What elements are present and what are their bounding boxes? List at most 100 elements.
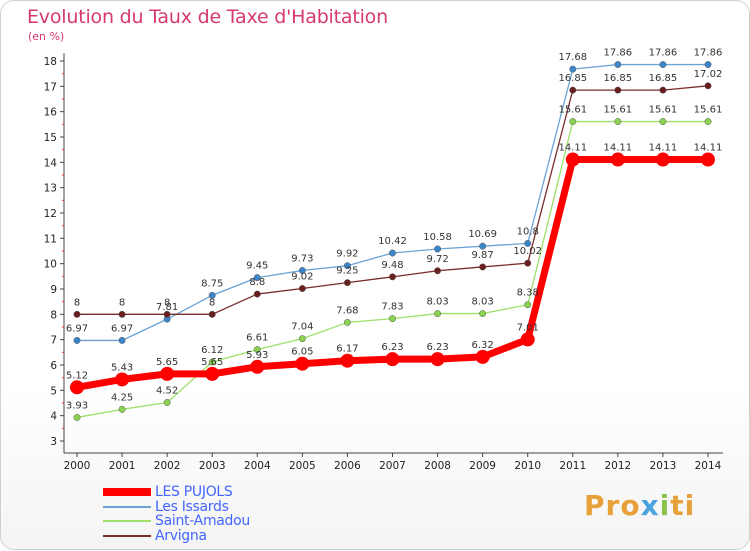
data-point <box>118 336 126 344</box>
data-point <box>205 366 220 381</box>
y-tick-label: 3 <box>50 436 57 448</box>
data-point <box>479 242 487 250</box>
data-point <box>340 353 355 368</box>
y-tick-label: 13 <box>44 183 57 195</box>
data-label: 7.68 <box>336 305 358 316</box>
data-label: 6.05 <box>291 347 313 358</box>
x-tick-label: 2014 <box>695 460 722 472</box>
x-tick-label: 2006 <box>334 460 361 472</box>
data-label: 6.23 <box>381 342 403 353</box>
data-point <box>160 366 175 381</box>
data-label: 6.97 <box>66 323 88 334</box>
data-label: 10.42 <box>378 236 407 247</box>
data-point <box>253 274 261 282</box>
data-label: 7.81 <box>156 302 178 313</box>
data-label: 5.65 <box>156 357 178 368</box>
x-tick-label: 2008 <box>424 460 451 472</box>
legend-swatch <box>103 488 151 497</box>
data-label: 5.65 <box>201 357 223 368</box>
data-label: 7.01 <box>517 322 539 333</box>
data-label: 8 <box>119 297 125 308</box>
data-label: 9.25 <box>336 266 358 277</box>
data-point <box>118 405 126 413</box>
x-tick-label: 2001 <box>109 460 136 472</box>
y-tick-label: 9 <box>50 284 57 296</box>
data-label: 9.02 <box>291 271 313 282</box>
data-label: 9.87 <box>472 250 494 261</box>
legend-item: Saint-Amadou <box>103 513 363 529</box>
data-point <box>163 310 171 318</box>
data-point <box>434 267 442 275</box>
data-point <box>659 118 667 125</box>
data-label: 14.11 <box>649 143 678 154</box>
legend-item: Arvigna <box>103 527 363 544</box>
data-label: 15.61 <box>694 105 723 116</box>
legend-label: Arvigna <box>155 527 207 544</box>
data-label: 16.85 <box>604 73 633 84</box>
data-point <box>250 359 265 374</box>
data-point <box>704 61 712 68</box>
data-point <box>118 310 126 318</box>
data-point <box>163 399 171 406</box>
x-tick-label: 2004 <box>244 460 271 472</box>
data-label: 4.25 <box>111 392 133 403</box>
legend-label: LES PUJOLS <box>155 484 233 500</box>
x-tick-label: 2003 <box>199 460 226 472</box>
data-label: 3.93 <box>66 400 88 411</box>
data-label: 8 <box>209 297 215 308</box>
x-tick-label: 2009 <box>469 460 496 472</box>
data-point <box>73 413 81 421</box>
data-label: 7.83 <box>381 302 403 313</box>
x-tick-label: 2000 <box>64 460 91 472</box>
y-tick-label: 11 <box>44 233 57 245</box>
data-point <box>565 152 580 167</box>
data-point <box>430 352 445 367</box>
x-tick-label: 2013 <box>650 460 677 472</box>
data-point <box>295 356 310 371</box>
y-tick-label: 4 <box>50 411 57 423</box>
data-label: 8 <box>164 297 170 308</box>
x-tick-label: 2005 <box>289 460 316 472</box>
data-label: 9.92 <box>336 249 358 260</box>
data-point <box>389 315 396 323</box>
data-label: 5.93 <box>246 350 268 361</box>
brand-part-2: x <box>640 489 660 522</box>
data-label: 10.69 <box>468 229 497 240</box>
data-point <box>73 336 81 344</box>
data-point <box>520 332 535 347</box>
data-label: 4.52 <box>156 385 178 396</box>
data-label: 17.68 <box>558 52 587 63</box>
data-label: 6.23 <box>426 342 448 353</box>
y-tick-label: 6 <box>50 360 57 372</box>
data-point <box>701 152 715 167</box>
data-label: 15.61 <box>558 105 587 116</box>
y-tick-label: 15 <box>44 132 57 144</box>
data-label: 17.86 <box>649 48 678 59</box>
data-point <box>614 86 622 94</box>
legend-label: Les Issards <box>155 498 229 515</box>
data-label: 8.75 <box>201 278 223 289</box>
data-point <box>659 61 667 68</box>
legend-label: Saint-Amadou <box>155 513 250 529</box>
data-label: 6.97 <box>111 323 133 334</box>
x-tick-label: 2012 <box>604 460 631 472</box>
data-point <box>389 249 396 257</box>
data-point <box>614 61 622 68</box>
brand-part-3: i <box>659 489 671 522</box>
data-point <box>569 86 577 94</box>
data-label: 14.11 <box>604 143 633 154</box>
chart-subtitle: (en %) <box>28 30 65 43</box>
data-label: 15.61 <box>649 105 678 116</box>
data-label: 15.61 <box>604 105 633 116</box>
data-label: 17.86 <box>694 48 723 59</box>
data-point <box>208 310 216 318</box>
data-label: 14.11 <box>694 143 723 154</box>
x-tick-label: 2010 <box>514 460 541 472</box>
data-point <box>569 118 577 125</box>
x-tick-label: 2007 <box>379 460 406 472</box>
y-tick-label: 7 <box>50 335 57 347</box>
data-point <box>73 310 81 318</box>
legend: LES PUJOLS Les Issards Saint-Amadou Arvigna <box>103 484 363 544</box>
data-label: 8.8 <box>249 277 265 288</box>
